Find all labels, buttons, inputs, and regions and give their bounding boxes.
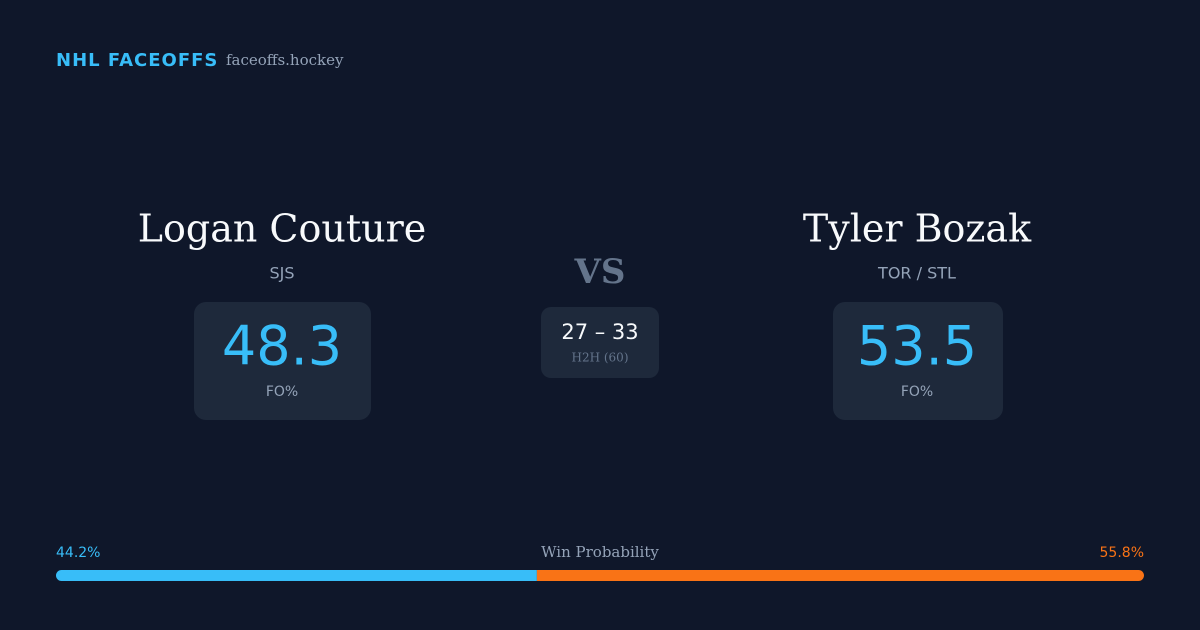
brand-title: NHL FACEOFFS [56,50,218,71]
win-prob-title: Win Probability [541,543,659,561]
win-prob-right-label: 55.8% [1100,545,1144,561]
win-prob-bar [56,570,1144,581]
h2h-score: 27 – 33 [561,320,638,344]
player-team: TOR / STL [877,264,956,283]
win-prob-left-label: 44.2% [56,545,100,561]
h2h-label: H2H (60) [571,351,628,365]
player-name: Tyler Bozak [803,207,1032,251]
player-team: SJS [269,264,294,283]
stat-value: 48.3 [222,315,342,378]
stat-label: FO% [266,384,298,400]
win-prob-segment [56,570,537,581]
player-name: Logan Couture [138,207,426,251]
versus: VS [574,252,626,292]
stat-label: FO% [901,384,933,400]
stat-box [194,302,371,420]
win-prob-segment [536,570,1144,581]
brand-site: faceoffs.hockey [226,51,344,69]
stat-value: 53.5 [857,315,977,378]
stat-box [833,302,1003,420]
h2h-box [541,307,659,378]
